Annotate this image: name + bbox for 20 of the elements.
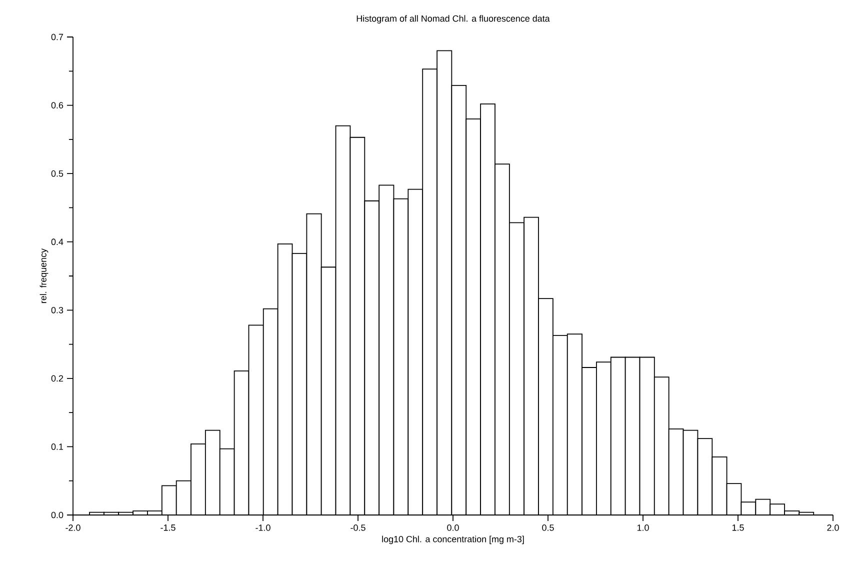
y-tick-label: 0.4	[51, 238, 64, 246]
x-tick-label: 0.5	[542, 524, 554, 531]
x-tick-label: -2.0	[66, 524, 80, 531]
y-tick-label: 0.3	[51, 306, 64, 314]
x-tick-label: 0.0	[447, 524, 459, 531]
x-tick-label: -1.0	[256, 524, 270, 531]
y-tick-label: 0.1	[51, 444, 64, 450]
y-tick-label: 0.0	[51, 512, 64, 518]
y-tick-label: 0.6	[51, 102, 64, 108]
y-axis-title: rel. frequency	[40, 248, 48, 303]
y-tick-label: 0.5	[51, 170, 64, 177]
x-tick-label: 1.5	[732, 524, 744, 531]
x-tick-label: -1.5	[160, 524, 176, 531]
chart-title: Histogram of all Nomad Chl. a fluorescence data	[356, 15, 550, 24]
x-tick-label: 1.0	[637, 524, 649, 531]
x-tick-label: -0.5	[350, 524, 366, 531]
y-tick-label: 0.2	[51, 375, 64, 382]
x-axis-title: log10 Chl. a concentration [mg m-3]	[382, 536, 524, 544]
x-tick-label: 2.0	[827, 524, 839, 531]
y-tick-label: 0.7	[51, 34, 64, 40]
